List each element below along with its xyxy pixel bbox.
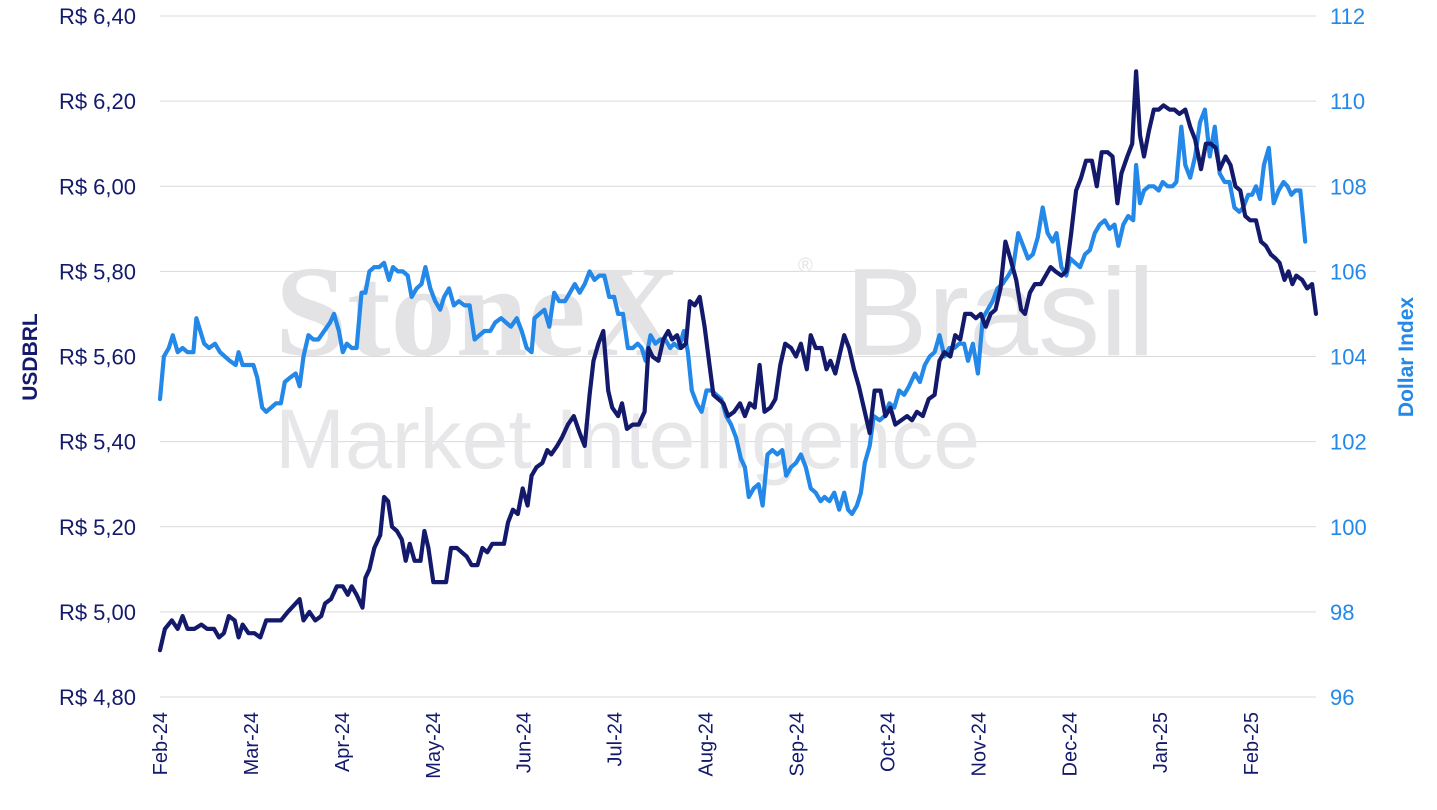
watermark-registered-mark: ® bbox=[798, 255, 813, 277]
right-tick-label: 96 bbox=[1330, 685, 1354, 710]
x-tick-label: Mar-24 bbox=[241, 712, 263, 775]
left-tick-label: R$ 5,80 bbox=[59, 259, 136, 284]
x-tick-label: Feb-25 bbox=[1241, 712, 1263, 775]
watermark-suffix: Brasil bbox=[845, 244, 1155, 382]
x-tick-label: Apr-24 bbox=[332, 712, 354, 772]
x-tick-label: Nov-24 bbox=[968, 712, 990, 776]
left-tick-label: R$ 4,80 bbox=[59, 685, 136, 710]
x-tick-label: Aug-24 bbox=[696, 712, 718, 777]
watermark-brand: StoneX bbox=[275, 240, 679, 384]
right-tick-label: 100 bbox=[1330, 515, 1367, 540]
x-tick-label: Sep-24 bbox=[786, 712, 808, 777]
right-tick-label: 98 bbox=[1330, 600, 1354, 625]
x-tick-label: Feb-24 bbox=[150, 712, 172, 775]
left-tick-label: R$ 6,20 bbox=[59, 89, 136, 114]
right-tick-label: 110 bbox=[1330, 89, 1365, 114]
left-tick-label: R$ 6,40 bbox=[59, 4, 136, 29]
x-tick-label: Jan-25 bbox=[1150, 712, 1172, 773]
right-axis-ticks: 96 98 100 102 104 106 108 110 112 bbox=[1330, 4, 1367, 710]
x-tick-label: Jul-24 bbox=[605, 712, 627, 766]
left-tick-label: R$ 5,20 bbox=[59, 515, 136, 540]
right-axis-title: Dollar Index bbox=[1395, 297, 1418, 418]
right-tick-label: 102 bbox=[1330, 430, 1367, 455]
series-lines bbox=[157, 69, 1319, 653]
x-tick-label: Jun-24 bbox=[514, 712, 536, 773]
usdbrl-series-line bbox=[157, 69, 1319, 653]
x-axis-ticks: Feb-24 Mar-24 Apr-24 May-24 Jun-24 Jul-24 Aug-… bbox=[150, 712, 1263, 779]
left-axis-ticks: R$ 4,80 R$ 5,00 R$ 5,20 R$ 5,40 R$ 5,60 R$ 5,… bbox=[59, 4, 136, 710]
watermark: StoneX ® Brasil Market Intelligence bbox=[275, 240, 1155, 486]
right-tick-label: 104 bbox=[1330, 345, 1367, 370]
dollar-index-series-line bbox=[157, 107, 1308, 517]
left-tick-label: R$ 5,00 bbox=[59, 600, 136, 625]
right-tick-label: 106 bbox=[1330, 259, 1367, 284]
right-tick-label: 112 bbox=[1330, 4, 1365, 29]
left-tick-label: R$ 5,40 bbox=[59, 430, 136, 455]
right-tick-label: 108 bbox=[1330, 174, 1367, 199]
x-tick-label: Oct-24 bbox=[877, 712, 899, 772]
left-axis-title: USDBRL bbox=[19, 313, 42, 401]
x-tick-label: Dec-24 bbox=[1059, 712, 1081, 776]
gridlines bbox=[160, 15, 1316, 698]
left-tick-label: R$ 6,00 bbox=[59, 174, 136, 199]
left-tick-label: R$ 5,60 bbox=[59, 345, 136, 370]
x-tick-label: May-24 bbox=[423, 712, 445, 779]
